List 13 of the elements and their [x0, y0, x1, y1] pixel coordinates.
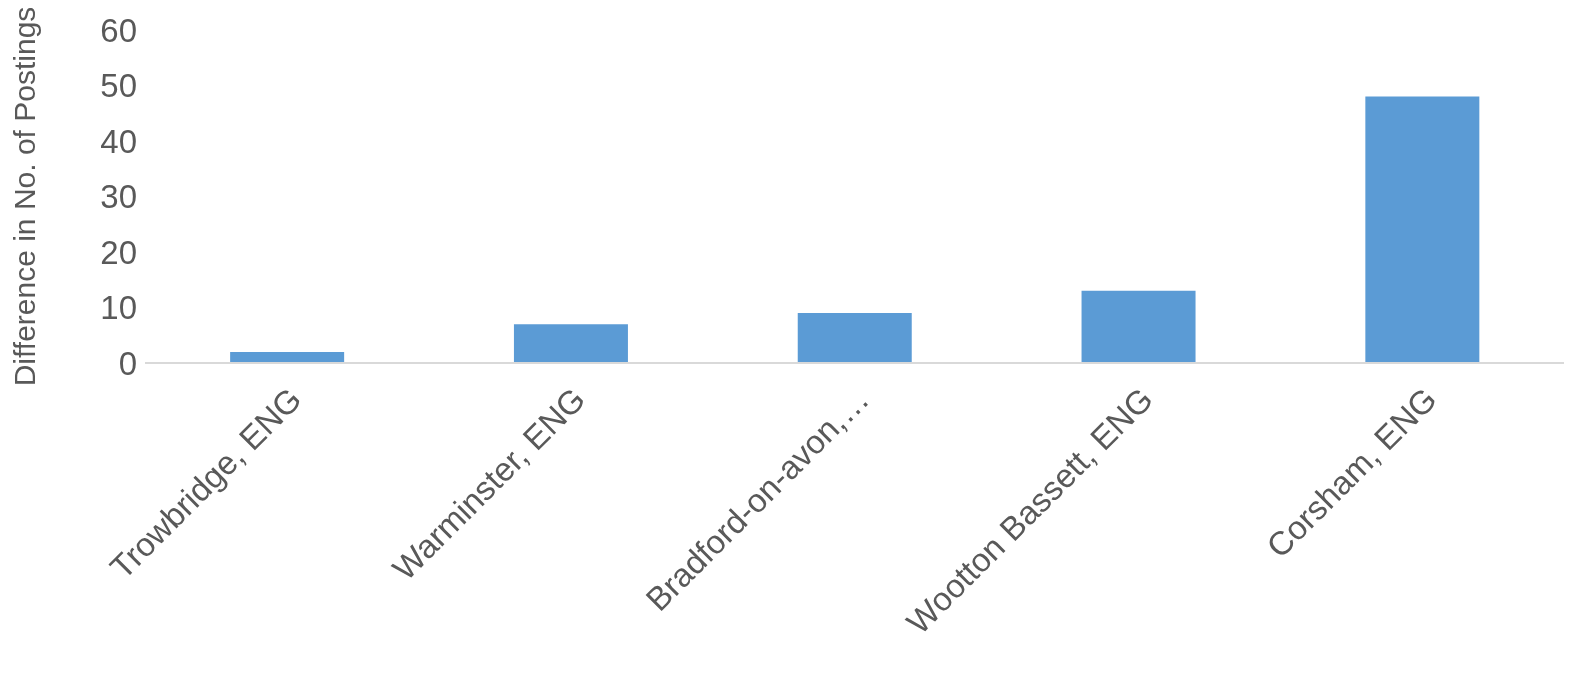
bar — [513, 324, 628, 363]
y-axis-title: Difference in No. of Postings — [7, 6, 41, 387]
bar — [230, 351, 345, 363]
y-tick-label: 0 — [118, 344, 137, 382]
y-tick-label: 20 — [100, 233, 137, 271]
y-tick-label: 60 — [100, 11, 137, 49]
y-tick-label: 30 — [100, 178, 137, 216]
bar — [1365, 96, 1480, 363]
bar — [1081, 290, 1196, 363]
y-tick-label: 40 — [100, 122, 137, 160]
y-tick-label: 50 — [100, 67, 137, 105]
y-tick-label: 10 — [100, 289, 137, 327]
bar — [797, 313, 912, 363]
